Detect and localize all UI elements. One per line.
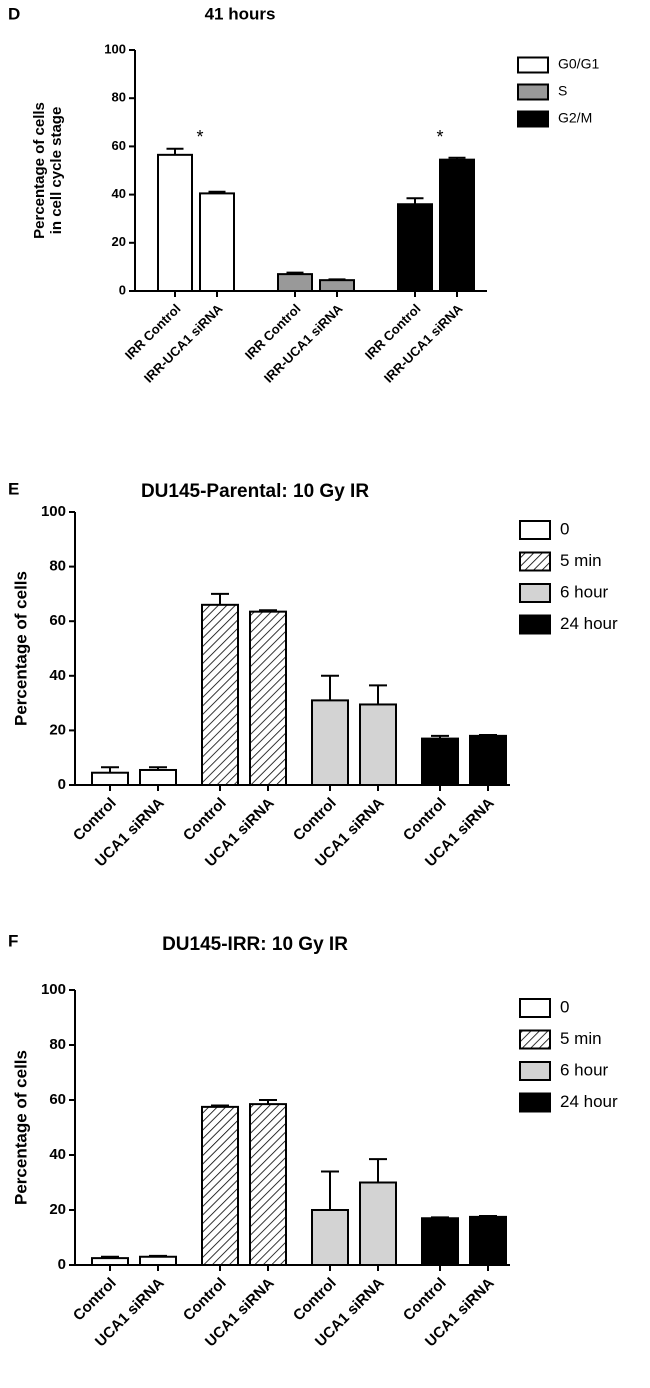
y-tick-label: 100 (41, 503, 66, 520)
bar (421, 1217, 459, 1266)
y-tick-label: 40 (112, 186, 126, 201)
legend-swatch (519, 551, 551, 572)
y-tick-label: 80 (49, 1036, 66, 1053)
y-tick-label: 20 (49, 721, 66, 738)
legend-label: 24 hour (560, 1092, 618, 1111)
y-tick-label: 0 (58, 1256, 66, 1273)
y-axis-label: Percentage of cells (11, 1050, 30, 1205)
y-tick-label: 0 (58, 776, 66, 793)
legend-swatch (517, 83, 549, 101)
legend-label: 24 hour (560, 614, 618, 633)
x-tick-label: IRR-UCA1 siRNA (261, 301, 346, 386)
bar (139, 1255, 177, 1266)
bar (91, 1257, 129, 1266)
legend-label: 5 min (560, 551, 602, 570)
chart-title: DU145-IRR: 10 Gy IR (162, 934, 348, 955)
y-tick-label: 80 (49, 558, 66, 575)
y-axis-label: in cell cycle stage (48, 107, 65, 235)
legend-swatch (519, 583, 551, 603)
chart-title: 41 hours (205, 4, 276, 23)
bar (277, 273, 313, 293)
bar (311, 699, 349, 786)
legend-swatch (519, 614, 551, 635)
legend-label: G0/G1 (558, 56, 599, 72)
bar (201, 1105, 239, 1266)
bar (249, 610, 287, 787)
bar (199, 192, 235, 293)
y-tick-label: 20 (49, 1201, 66, 1218)
legend-swatch (519, 520, 551, 540)
y-tick-label: 40 (49, 1146, 66, 1163)
panel-label: E (8, 479, 19, 498)
legend-swatch (519, 1029, 551, 1050)
legend-label: 5 min (560, 1029, 602, 1048)
y-tick-label: 80 (112, 90, 126, 105)
y-tick-label: 60 (49, 1091, 66, 1108)
y-tick-label: 0 (119, 282, 126, 297)
bar (469, 1215, 507, 1266)
panel-label: F (8, 931, 18, 950)
bar (421, 737, 459, 787)
y-tick-label: 60 (112, 138, 126, 153)
bar (91, 771, 129, 787)
legend-label: 0 (560, 519, 569, 538)
legend-label: S (558, 83, 567, 99)
panel-label: D (8, 4, 20, 23)
bar (311, 1209, 349, 1266)
bar (397, 203, 433, 293)
bar (359, 703, 397, 787)
legend-swatch (519, 1092, 551, 1113)
annotation: * (196, 127, 203, 147)
chart-title: DU145-Parental: 10 Gy IR (141, 481, 369, 502)
legend-swatch (519, 998, 551, 1018)
y-axis-label: Percentage of cells (31, 102, 48, 239)
legend-swatch (519, 1061, 551, 1081)
y-tick-label: 60 (49, 612, 66, 629)
legend-label: 6 hour (560, 582, 609, 601)
bar (201, 603, 239, 786)
bar (319, 279, 355, 292)
y-tick-label: 100 (41, 981, 66, 998)
bar (469, 734, 507, 786)
legend-swatch (517, 110, 549, 128)
y-axis-label: Percentage of cells (11, 571, 30, 726)
y-tick-label: 20 (112, 234, 126, 249)
legend-label: 0 (560, 997, 569, 1016)
x-tick-label: IRR-UCA1 siRNA (381, 301, 466, 386)
bar (249, 1103, 287, 1266)
y-tick-label: 40 (49, 667, 66, 684)
legend-label: G2/M (558, 110, 592, 126)
legend-label: 6 hour (560, 1060, 609, 1079)
bar (359, 1181, 397, 1266)
annotation: * (436, 127, 443, 147)
x-tick-label: IRR-UCA1 siRNA (141, 301, 226, 386)
y-tick-label: 100 (104, 41, 126, 56)
bar (157, 153, 193, 292)
bar (439, 158, 475, 292)
legend-swatch (517, 56, 549, 74)
bar (139, 768, 177, 786)
